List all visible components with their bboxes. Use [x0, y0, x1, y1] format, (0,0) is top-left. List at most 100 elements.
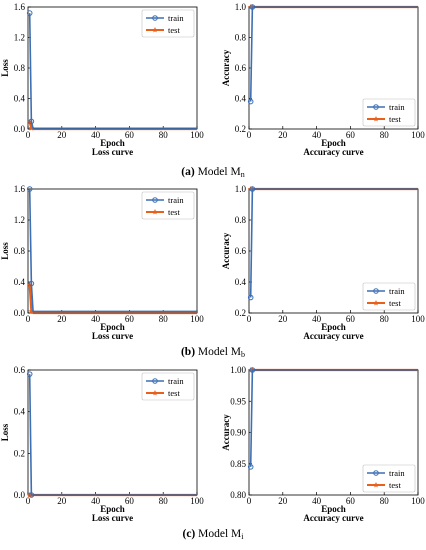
panel-title: Loss curve [92, 513, 133, 523]
x-tick-label: 20 [57, 314, 67, 324]
data-point-train [28, 118, 35, 125]
series-line-test [28, 285, 197, 315]
x-tick-label: 60 [125, 130, 135, 140]
x-tick-label: 60 [125, 314, 135, 324]
y-tick-label: 0.8 [235, 33, 247, 43]
x-tick-label: 100 [190, 496, 204, 506]
y-tick-label: 0.80 [230, 490, 246, 500]
x-tick-label: 60 [346, 314, 356, 324]
y-tick-label: 0.8 [235, 215, 247, 225]
y-tick-label: 0.2 [235, 124, 246, 134]
x-axis-label: Epoch [100, 504, 125, 514]
x-tick-label: 40 [312, 496, 322, 506]
legend-marker-train [152, 197, 158, 203]
legend: train test [362, 464, 416, 493]
x-tick-label: 60 [346, 496, 356, 506]
y-axis-label: Accuracy [221, 49, 231, 86]
legend: train test [362, 282, 416, 311]
subfigure-caption: (a) Model Mn [181, 166, 244, 179]
legend: train test [141, 372, 195, 401]
legend: train test [141, 9, 195, 38]
y-tick-label: 0.0 [14, 308, 26, 318]
x-tick-label: 40 [91, 130, 101, 140]
series-line-train [28, 13, 197, 130]
y-tick-label: 1.0 [235, 184, 247, 194]
y-tick-label: 0.6 [14, 365, 26, 375]
y-tick-label: 0.8 [14, 246, 26, 256]
y-tick-label: 0.4 [14, 407, 26, 417]
x-tick-label: 100 [411, 496, 425, 506]
y-tick-label: 0.2 [235, 308, 246, 318]
caption-subscript: n [241, 170, 245, 179]
x-tick-label: 100 [411, 130, 425, 140]
y-tick-label: 1.00 [230, 365, 246, 375]
y-axis-label: Accuracy [221, 232, 231, 269]
subfigure-caption: (c) Model Mi [183, 528, 245, 541]
x-tick-label: 20 [278, 314, 288, 324]
x-tick-label: 100 [411, 314, 425, 324]
caption-text: Model M [195, 166, 241, 178]
caption-text: Model M [195, 346, 241, 358]
x-tick-label: 20 [57, 130, 67, 140]
x-tick-label: 40 [312, 314, 322, 324]
caption-subscript: i [241, 532, 244, 541]
y-axis-label: Loss [0, 423, 10, 441]
x-tick-label: 0 [26, 130, 31, 140]
y-tick-label: 0.4 [235, 277, 247, 287]
x-axis-label: Epoch [321, 322, 346, 332]
x-axis-label: Epoch [321, 504, 346, 514]
legend-marker-train [152, 15, 158, 21]
legend-marker-train [373, 288, 379, 294]
y-tick-label: 1.6 [14, 2, 26, 12]
x-tick-label: 80 [380, 496, 390, 506]
x-tick-label: 80 [159, 314, 169, 324]
y-tick-label: 1.6 [14, 184, 26, 194]
y-tick-label: 0.90 [230, 428, 246, 438]
y-tick-label: 0.0 [14, 124, 26, 134]
x-tick-label: 20 [278, 496, 288, 506]
x-tick-label: 40 [91, 496, 101, 506]
subfigure-caption: (b) Model Mb [181, 346, 245, 359]
data-point-train [26, 371, 33, 377]
caption-subscript: b [241, 350, 245, 359]
x-tick-label: 40 [91, 314, 101, 324]
legend-marker-train [373, 104, 379, 110]
caption-label: (a) [181, 166, 195, 178]
y-tick-label: 1.2 [14, 33, 25, 43]
series-line-train [249, 369, 418, 467]
panel-title: Loss curve [92, 331, 133, 341]
chart-panel-1: 0 20 40 60 80 1000.20.40.60.81.0EpochAccuracy… [221, 2, 425, 157]
y-tick-label: 0.6 [235, 246, 247, 256]
y-tick-label: 0.0 [14, 490, 26, 500]
x-tick-label: 100 [190, 314, 204, 324]
data-point-train [247, 464, 254, 470]
x-tick-label: 40 [312, 130, 322, 140]
y-tick-label: 0.85 [230, 459, 246, 469]
legend-label-test: test [389, 298, 401, 308]
x-tick-label: 100 [190, 130, 204, 140]
data-point-train [26, 186, 33, 192]
series-line-train [249, 6, 418, 102]
x-tick-label: 20 [278, 130, 288, 140]
x-tick-label: 0 [26, 496, 31, 506]
x-axis-label: Epoch [321, 138, 346, 148]
panel-title: Accuracy curve [303, 147, 363, 157]
y-tick-label: 1.2 [14, 215, 25, 225]
y-tick-label: 0.8 [14, 63, 26, 73]
x-tick-label: 80 [380, 314, 390, 324]
data-point-train [247, 98, 254, 105]
legend-label-train: train [168, 195, 184, 205]
y-axis-label: Accuracy [221, 414, 231, 451]
legend-label-test: test [168, 207, 180, 217]
legend-label-test: test [389, 114, 401, 124]
panel-title: Accuracy curve [303, 513, 363, 523]
legend-label-train: train [168, 376, 184, 386]
x-tick-label: 20 [57, 496, 67, 506]
y-axis-label: Loss [0, 59, 10, 77]
caption-text: Model M [195, 528, 241, 540]
legend-marker-test [373, 300, 379, 306]
data-point-test [28, 308, 35, 314]
